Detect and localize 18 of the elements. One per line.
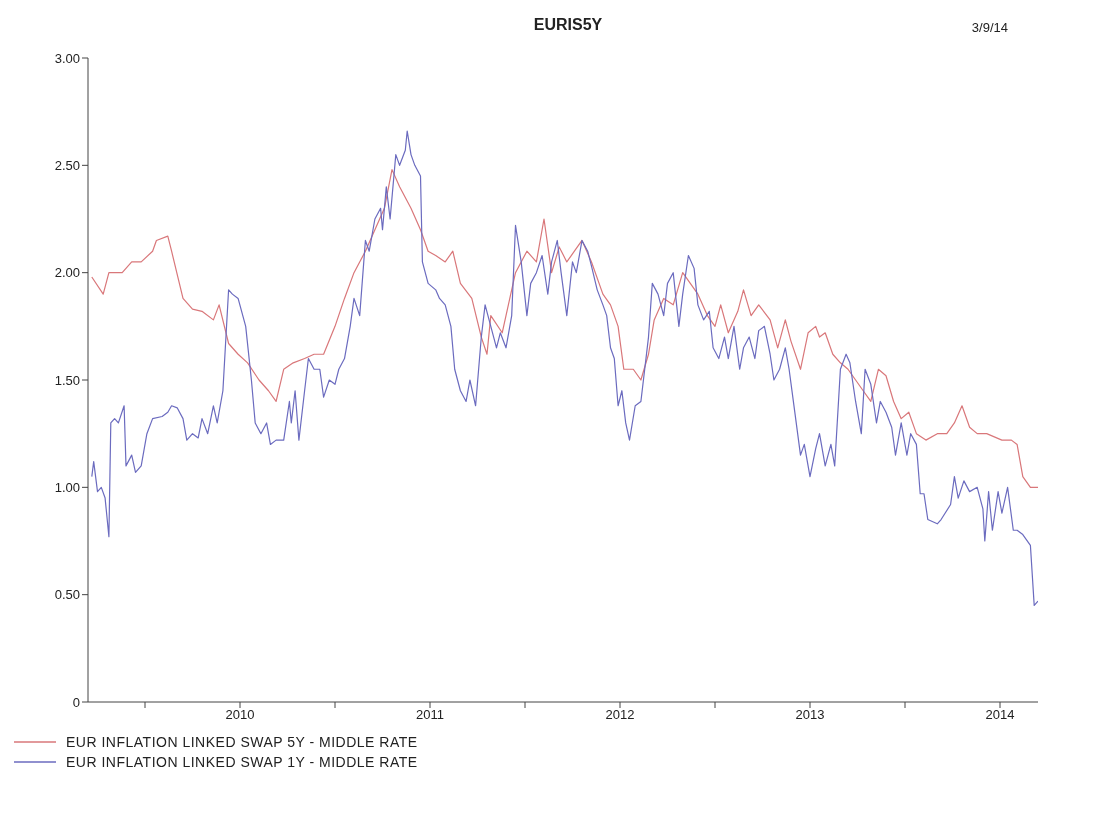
x-tick-label: 2013 xyxy=(795,707,825,723)
y-tick-label: 0.50 xyxy=(54,587,80,603)
y-tick-label: 3.00 xyxy=(54,50,80,66)
line-series xyxy=(91,169,1038,488)
y-tick-label: 1.00 xyxy=(54,479,80,495)
y-tick-label: 2.50 xyxy=(54,157,80,173)
legend-label: EUR INFLATION LINKED SWAP 1Y - MIDDLE RATE xyxy=(66,754,418,770)
text: 3/9/14 xyxy=(971,20,1008,35)
x-tick-label: 2010 xyxy=(225,707,255,723)
chart-title: EURIS5Y xyxy=(533,16,603,33)
y-tick-label: 1.50 xyxy=(54,372,80,388)
line-series xyxy=(91,130,1038,606)
y-tick-label: 0 xyxy=(72,694,80,710)
x-tick-label: 2012 xyxy=(605,707,635,723)
y-tick-label: 2.00 xyxy=(54,265,80,281)
legend-label: EUR INFLATION LINKED SWAP 5Y - MIDDLE RATE xyxy=(66,734,418,750)
x-tick-label: 2014 xyxy=(985,707,1015,723)
x-tick-label: 2011 xyxy=(416,707,444,723)
